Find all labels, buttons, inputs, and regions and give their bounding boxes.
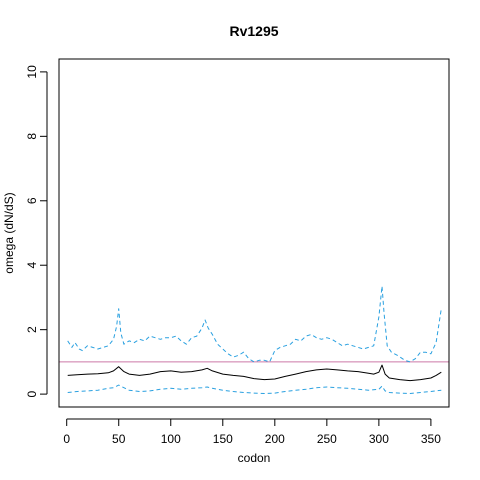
y-tick-label: 2 [25,326,39,333]
x-tick-label: 200 [265,432,285,446]
y-axis-label: omega (dN/dS) [2,192,16,273]
x-axis-label: codon [238,451,271,465]
y-tick-label: 10 [25,65,39,79]
x-tick-label: 300 [369,432,389,446]
series-line-estimate [67,364,442,382]
chart-title: Rv1295 [229,23,278,39]
x-tick-label: 350 [421,432,441,446]
plot-layer: 0 50 100 150 200 250 300 350 0 2 4 6 8 10 [25,58,450,446]
y-tick-label: 4 [25,262,39,269]
series-line-lower-interval [67,384,442,394]
x-tick-label: 100 [161,432,181,446]
x-tick-label: 50 [112,432,126,446]
series-line-upper-interval [67,285,442,363]
y-tick-label: 0 [25,390,39,397]
plot-frame [58,58,450,408]
y-tick-label: 8 [25,133,39,140]
x-tick-label: 0 [63,432,70,446]
x-tick-label: 150 [213,432,233,446]
x-tick-label: 250 [317,432,337,446]
y-tick-label: 6 [25,197,39,204]
